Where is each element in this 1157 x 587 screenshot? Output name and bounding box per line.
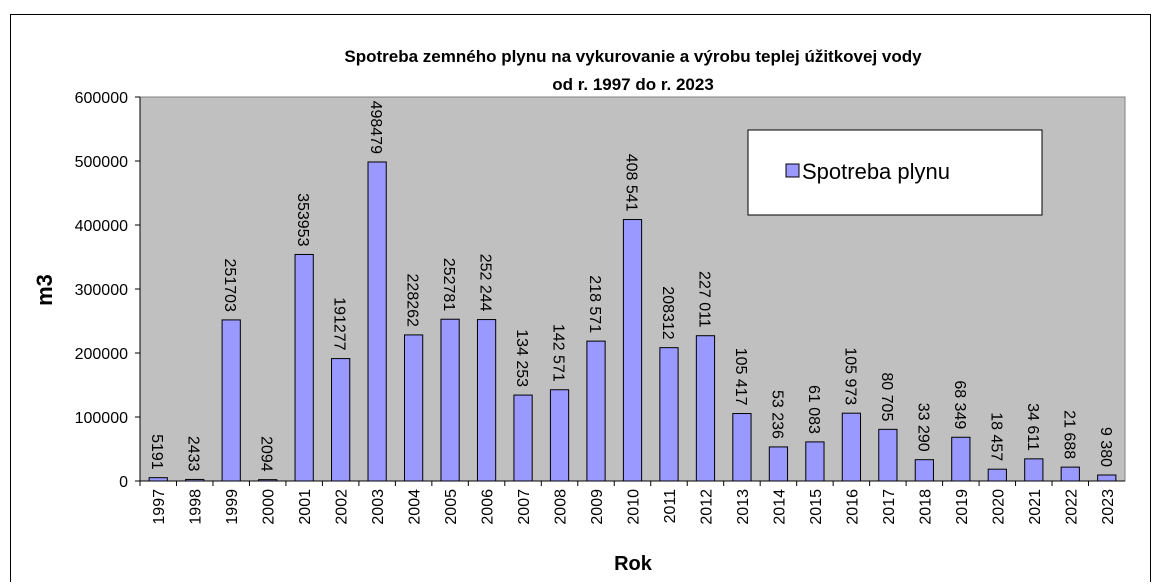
bar bbox=[513, 394, 533, 482]
y-tick-label: 200000 bbox=[75, 346, 128, 363]
x-tick-label: 1999 bbox=[224, 489, 241, 525]
x-tick-label: 2013 bbox=[735, 489, 752, 525]
value-label: 18 457 bbox=[987, 412, 1004, 461]
x-tick-label: 2019 bbox=[954, 489, 971, 525]
bar bbox=[805, 441, 825, 482]
value-label: 227 011 bbox=[695, 271, 712, 328]
bar bbox=[586, 340, 606, 482]
value-label: 61 083 bbox=[805, 385, 822, 434]
y-tick-label: 400000 bbox=[75, 218, 128, 235]
bar bbox=[1097, 474, 1117, 482]
value-label: 353953 bbox=[294, 193, 311, 246]
value-label: 208312 bbox=[659, 286, 676, 339]
value-label: 252 244 bbox=[477, 254, 494, 312]
bar bbox=[185, 478, 205, 482]
x-axis-label: Rok bbox=[614, 553, 653, 575]
bar bbox=[403, 334, 424, 482]
value-label: 53 236 bbox=[768, 390, 785, 439]
value-label: 252781 bbox=[440, 258, 457, 311]
y-tick-label: 0 bbox=[119, 474, 128, 491]
y-tick-label: 600000 bbox=[75, 90, 128, 107]
bar bbox=[914, 459, 934, 482]
bar bbox=[841, 412, 862, 482]
value-label: 5191 bbox=[148, 434, 165, 470]
bar bbox=[476, 319, 497, 482]
x-tick-label: 2005 bbox=[443, 489, 460, 525]
x-tick-label: 2012 bbox=[698, 489, 715, 525]
x-tick-label: 2023 bbox=[1100, 489, 1117, 525]
value-label: 68 349 bbox=[951, 380, 968, 429]
value-label: 142 571 bbox=[550, 324, 567, 382]
x-tick-label: 2011 bbox=[662, 489, 679, 524]
bar bbox=[221, 319, 241, 482]
value-label: 408 541 bbox=[623, 154, 640, 212]
bar bbox=[622, 219, 643, 482]
x-tick-label: 2001 bbox=[297, 489, 314, 525]
value-label: 21 688 bbox=[1060, 410, 1077, 459]
bar bbox=[294, 253, 314, 482]
bar bbox=[878, 428, 898, 482]
x-tick-label: 1998 bbox=[188, 489, 205, 525]
bar bbox=[1060, 466, 1080, 482]
value-label: 33 290 bbox=[914, 403, 931, 452]
value-label: 105 417 bbox=[732, 348, 749, 406]
x-tick-label: 2009 bbox=[589, 489, 606, 525]
bar bbox=[148, 477, 168, 482]
x-tick-label: 2002 bbox=[334, 489, 351, 525]
bar bbox=[695, 335, 716, 482]
value-label: 34 611 bbox=[1024, 403, 1041, 451]
value-label: 105 973 bbox=[841, 347, 858, 405]
x-tick-label: 2004 bbox=[407, 489, 424, 525]
y-tick-label: 500000 bbox=[75, 154, 128, 171]
x-tick-label: 2008 bbox=[553, 489, 570, 525]
x-tick-label: 2016 bbox=[844, 489, 861, 525]
x-tick-label: 2000 bbox=[261, 489, 278, 525]
bar bbox=[367, 161, 387, 482]
value-label: 80 705 bbox=[878, 372, 895, 421]
legend-label: Spotreba plynu bbox=[802, 159, 950, 184]
bar bbox=[549, 389, 570, 482]
x-tick-label: 2006 bbox=[480, 489, 497, 525]
value-label: 228262 bbox=[404, 274, 421, 327]
x-tick-label: 2003 bbox=[370, 489, 387, 525]
x-tick-label: 2017 bbox=[881, 489, 898, 525]
bar bbox=[768, 446, 789, 482]
x-tick-label: 2014 bbox=[771, 489, 788, 525]
value-label: 498479 bbox=[367, 101, 384, 154]
bar bbox=[258, 479, 278, 482]
x-tick-label: 2010 bbox=[626, 489, 643, 525]
y-tick-label: 300000 bbox=[75, 282, 128, 299]
bar bbox=[1024, 458, 1044, 482]
value-label: 191277 bbox=[331, 297, 348, 350]
bar bbox=[659, 347, 679, 482]
y-tick-label: 100000 bbox=[75, 410, 128, 427]
value-label: 251703 bbox=[221, 259, 238, 312]
bar bbox=[331, 358, 351, 482]
x-tick-label: 2022 bbox=[1063, 489, 1080, 525]
x-tick-label: 2007 bbox=[516, 489, 533, 525]
x-tick-label: 2020 bbox=[990, 489, 1007, 525]
x-tick-label: 2015 bbox=[808, 489, 825, 525]
legend-swatch bbox=[785, 163, 800, 178]
chart-subtitle: od r. 1997 do r. 2023 bbox=[552, 75, 714, 94]
value-label: 9 380 bbox=[1097, 427, 1114, 467]
value-label: 218 571 bbox=[586, 275, 603, 333]
y-axis-label: m3 bbox=[32, 274, 57, 306]
bar bbox=[732, 413, 752, 482]
bar bbox=[951, 436, 971, 482]
chart-title: Spotreba zemného plynu na vykurovanie a … bbox=[344, 47, 922, 66]
bar bbox=[987, 468, 1007, 482]
value-label: 2433 bbox=[185, 436, 202, 472]
value-label: 134 253 bbox=[513, 329, 530, 387]
value-label: 2094 bbox=[258, 436, 275, 472]
bar bbox=[440, 318, 460, 482]
x-tick-label: 2021 bbox=[1027, 489, 1044, 525]
x-tick-label: 1997 bbox=[151, 489, 168, 525]
x-tick-label: 2018 bbox=[917, 489, 934, 525]
